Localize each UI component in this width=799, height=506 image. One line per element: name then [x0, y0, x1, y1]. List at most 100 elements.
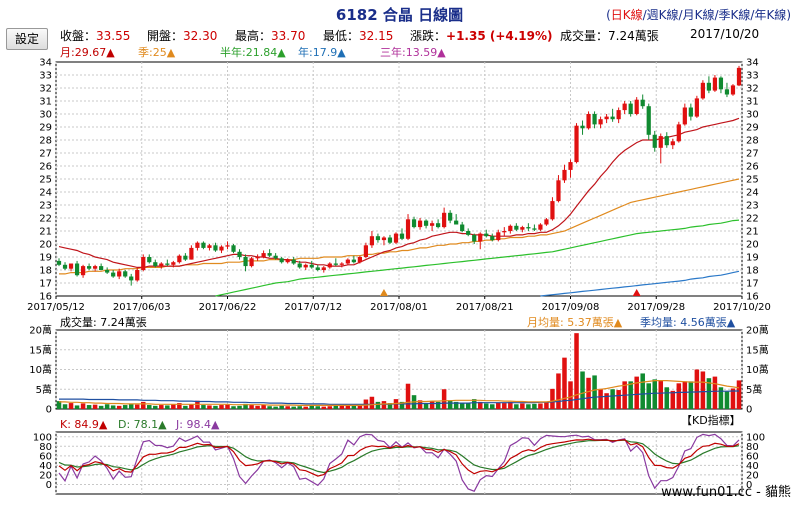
price-ytick-right: 34	[746, 58, 759, 69]
price-xtick-label: 2017/09/08	[542, 302, 600, 313]
kd-ytick-right: 100	[746, 432, 765, 443]
volume-bar	[453, 401, 459, 409]
price-ytick-right: 20	[746, 240, 759, 251]
kd-legend-d: D: 78.1▲	[118, 418, 167, 431]
ma-legend-half: 半年:21.84▲	[220, 46, 286, 59]
candle-body	[496, 232, 501, 241]
volume-bar	[658, 380, 664, 409]
volume-bar	[520, 403, 525, 409]
volume-bar	[74, 405, 80, 409]
volume-ytick-left: 15萬	[29, 343, 52, 356]
link-monthly[interactable]: 月K線	[682, 8, 715, 22]
volume-bar	[706, 378, 712, 409]
candle-body	[460, 224, 465, 231]
candle-body	[273, 255, 278, 259]
volume-bar	[375, 401, 381, 409]
candle-body	[484, 233, 489, 237]
candle-body	[117, 271, 122, 277]
change-label: 漲跌：	[410, 29, 447, 43]
volume-month-avg-line	[59, 380, 740, 406]
volume-ytick-left: 20萬	[29, 324, 52, 337]
link-weekly[interactable]: 週K線	[646, 8, 679, 22]
candle-body	[219, 246, 224, 251]
volume-bar	[640, 373, 645, 409]
price-ytick-right: 29	[746, 123, 759, 134]
volume-bar	[351, 405, 357, 409]
volume-bar	[670, 390, 676, 409]
candle-body	[514, 225, 519, 230]
volume-bar	[92, 404, 98, 409]
candle-body	[429, 223, 435, 226]
quote-open: 開盤：32.30	[147, 27, 217, 44]
price-ytick-right: 33	[746, 71, 759, 82]
candle-body	[74, 263, 80, 276]
price-marker-triangle	[379, 289, 388, 296]
volume-bar	[381, 401, 387, 409]
volume-ytick-right: 10萬	[746, 363, 769, 376]
volume-bar	[556, 373, 561, 409]
volume-bar	[309, 405, 315, 409]
kd-legend-k: K: 84.9▲	[60, 418, 108, 431]
volume-bar	[279, 405, 284, 409]
settings-button[interactable]: 設定	[6, 28, 48, 50]
price-ytick-right: 28	[746, 136, 759, 147]
candle-body	[86, 266, 92, 269]
volume-bar	[471, 399, 477, 409]
candle-body	[436, 223, 441, 228]
volume-title: 成交量: 7.24萬張	[60, 315, 147, 329]
candle-body	[718, 77, 724, 90]
volume-bar	[56, 401, 62, 409]
price-ytick-left: 28	[39, 136, 52, 147]
kd-badge: 【KD指標】	[681, 413, 741, 427]
volume-bar	[441, 389, 447, 409]
candle-body	[357, 257, 362, 263]
volume-bar	[357, 405, 363, 409]
candle-body	[712, 77, 718, 91]
candle-body	[375, 236, 381, 241]
candle-body	[417, 220, 423, 228]
volume-bar	[213, 405, 218, 409]
volume-bar	[616, 390, 621, 409]
volume-bar	[712, 376, 718, 409]
volume-bar	[435, 401, 441, 409]
volume-bar	[544, 401, 549, 409]
link-daily[interactable]: 日K線	[610, 8, 643, 22]
candle-body	[478, 233, 483, 242]
volume-bar	[496, 402, 501, 409]
volume-bar	[333, 405, 339, 409]
volume-bar	[580, 371, 585, 409]
volume-panel-frame	[55, 329, 743, 410]
volume-bar	[562, 357, 567, 409]
quote-change: 漲跌：+1.35 (+4.19%)	[410, 27, 553, 44]
link-yearly[interactable]: 年K線	[754, 8, 787, 22]
volume-bar	[652, 379, 658, 409]
volume-bar	[219, 405, 224, 409]
ma-legend-quarter: 季:25▲	[138, 46, 176, 59]
volume-bar	[387, 403, 393, 409]
price-ytick-left: 29	[39, 123, 52, 134]
high-label: 最高：	[235, 29, 272, 43]
candle-body	[177, 255, 182, 263]
candle-body	[730, 85, 736, 95]
link-quarterly[interactable]: 季K線	[718, 8, 751, 22]
candle-body	[153, 262, 158, 267]
price-ytick-right: 32	[746, 84, 759, 95]
candle-body	[369, 236, 375, 246]
candle-body	[231, 245, 236, 252]
candle-body	[423, 220, 429, 226]
volume-bar	[688, 381, 694, 409]
candle-body	[628, 103, 633, 114]
ma-legend-year: 年:17.9▲	[298, 46, 346, 59]
candle-body	[442, 212, 447, 228]
quote-low: 最低：32.15	[323, 27, 393, 44]
volume-bar	[249, 405, 254, 409]
candle-body	[68, 263, 74, 269]
candle-body	[80, 266, 86, 276]
ma-legend-three-year: 三年:13.59▲	[380, 46, 446, 59]
candle-body	[201, 242, 206, 248]
volume-ytick-left: 10萬	[29, 363, 52, 376]
volume-bar	[646, 383, 651, 409]
candle-body	[550, 201, 555, 220]
volume-bar	[429, 401, 435, 409]
price-ytick-left: 31	[39, 97, 52, 108]
